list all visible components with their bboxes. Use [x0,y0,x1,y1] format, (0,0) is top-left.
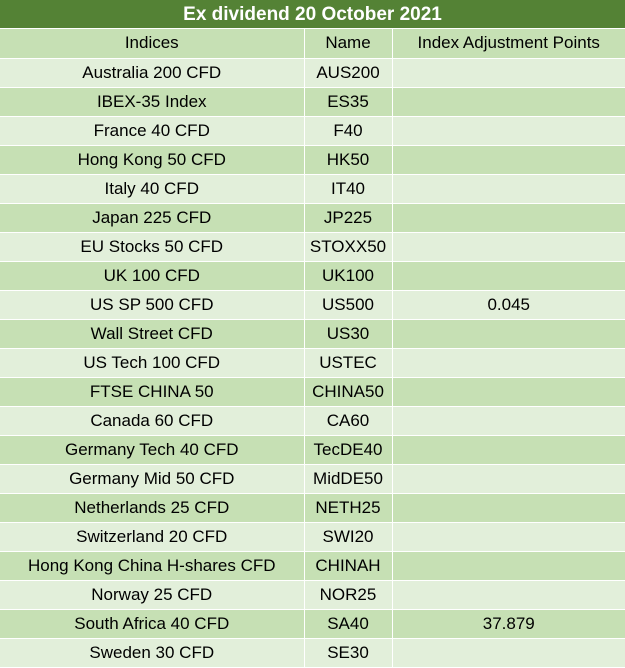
cell-name: SWI20 [304,522,393,552]
cell-index: Switzerland 20 CFD [0,522,305,552]
cell-adjustment-points [392,116,625,146]
cell-adjustment-points [392,493,625,523]
cell-index: IBEX-35 Index [0,87,305,117]
cell-adjustment-points [392,87,625,117]
cell-name: CHINAH [304,551,393,581]
cell-index: US SP 500 CFD [0,290,305,320]
cell-index: Canada 60 CFD [0,406,305,436]
cell-adjustment-points [392,58,625,88]
cell-name: HK50 [304,145,393,175]
cell-name: SA40 [304,609,393,639]
cell-adjustment-points [392,319,625,349]
cell-index: EU Stocks 50 CFD [0,232,305,262]
cell-name: US500 [304,290,393,320]
cell-adjustment-points [392,261,625,291]
cell-index: US Tech 100 CFD [0,348,305,378]
cell-adjustment-points: 37.879 [392,609,625,639]
cell-name: TecDE40 [304,435,393,465]
cell-name: UK100 [304,261,393,291]
table-row: Germany Mid 50 CFD MidDE50 [0,464,625,494]
cell-name: MidDE50 [304,464,393,494]
cell-adjustment-points [392,232,625,262]
dividend-table: Indices Name Index Adjustment Points Aus… [0,29,625,668]
cell-index: Sweden 30 CFD [0,638,305,668]
cell-index: Japan 225 CFD [0,203,305,233]
cell-index: France 40 CFD [0,116,305,146]
cell-name: AUS200 [304,58,393,88]
cell-adjustment-points [392,406,625,436]
cell-name: USTEC [304,348,393,378]
cell-adjustment-points [392,638,625,668]
table-row: EU Stocks 50 CFD STOXX50 [0,232,625,262]
table-row: South Africa 40 CFD SA40 37.879 [0,609,625,639]
cell-adjustment-points [392,464,625,494]
cell-index: Australia 200 CFD [0,58,305,88]
cell-name: CA60 [304,406,393,436]
cell-index: Wall Street CFD [0,319,305,349]
table-body: Australia 200 CFD AUS200 IBEX-35 Index ES35… [0,58,625,668]
cell-index: Hong Kong China H-shares CFD [0,551,305,581]
sheet-title: Ex dividend 20 October 2021 [0,0,625,29]
cell-index: Italy 40 CFD [0,174,305,204]
table-row: Switzerland 20 CFD SWI20 [0,522,625,552]
cell-name: IT40 [304,174,393,204]
table-row: Sweden 30 CFD SE30 [0,638,625,668]
table-row: France 40 CFD F40 [0,116,625,146]
cell-adjustment-points [392,377,625,407]
table-row: UK 100 CFD UK100 [0,261,625,291]
table-row: Australia 200 CFD AUS200 [0,58,625,88]
cell-name: ES35 [304,87,393,117]
table-row: Canada 60 CFD CA60 [0,406,625,436]
table-row: IBEX-35 Index ES35 [0,87,625,117]
table-row: Germany Tech 40 CFD TecDE40 [0,435,625,465]
table-row: Italy 40 CFD IT40 [0,174,625,204]
table-row: Netherlands 25 CFD NETH25 [0,493,625,523]
header-row: Indices Name Index Adjustment Points [0,29,625,59]
cell-name: CHINA50 [304,377,393,407]
table-row: Japan 225 CFD JP225 [0,203,625,233]
cell-name: STOXX50 [304,232,393,262]
cell-index: FTSE CHINA 50 [0,377,305,407]
cell-adjustment-points [392,435,625,465]
cell-name: SE30 [304,638,393,668]
cell-index: Germany Tech 40 CFD [0,435,305,465]
table-row: US Tech 100 CFD USTEC [0,348,625,378]
cell-name: NOR25 [304,580,393,610]
cell-name: F40 [304,116,393,146]
table-row: Wall Street CFD US30 [0,319,625,349]
cell-name: US30 [304,319,393,349]
header-name: Name [304,29,393,59]
header-adjustment-points: Index Adjustment Points [392,29,625,59]
cell-adjustment-points [392,551,625,581]
cell-index: Hong Kong 50 CFD [0,145,305,175]
cell-name: JP225 [304,203,393,233]
cell-index: Netherlands 25 CFD [0,493,305,523]
cell-index: South Africa 40 CFD [0,609,305,639]
cell-adjustment-points [392,203,625,233]
table-row: Norway 25 CFD NOR25 [0,580,625,610]
cell-index: Germany Mid 50 CFD [0,464,305,494]
cell-adjustment-points: 0.045 [392,290,625,320]
cell-adjustment-points [392,174,625,204]
cell-adjustment-points [392,145,625,175]
cell-name: NETH25 [304,493,393,523]
cell-index: UK 100 CFD [0,261,305,291]
table-row: Hong Kong 50 CFD HK50 [0,145,625,175]
cell-adjustment-points [392,580,625,610]
table-row: Hong Kong China H-shares CFD CHINAH [0,551,625,581]
cell-adjustment-points [392,348,625,378]
cell-adjustment-points [392,522,625,552]
table-row: US SP 500 CFD US500 0.045 [0,290,625,320]
header-indices: Indices [0,29,305,59]
cell-index: Norway 25 CFD [0,580,305,610]
table-row: FTSE CHINA 50 CHINA50 [0,377,625,407]
